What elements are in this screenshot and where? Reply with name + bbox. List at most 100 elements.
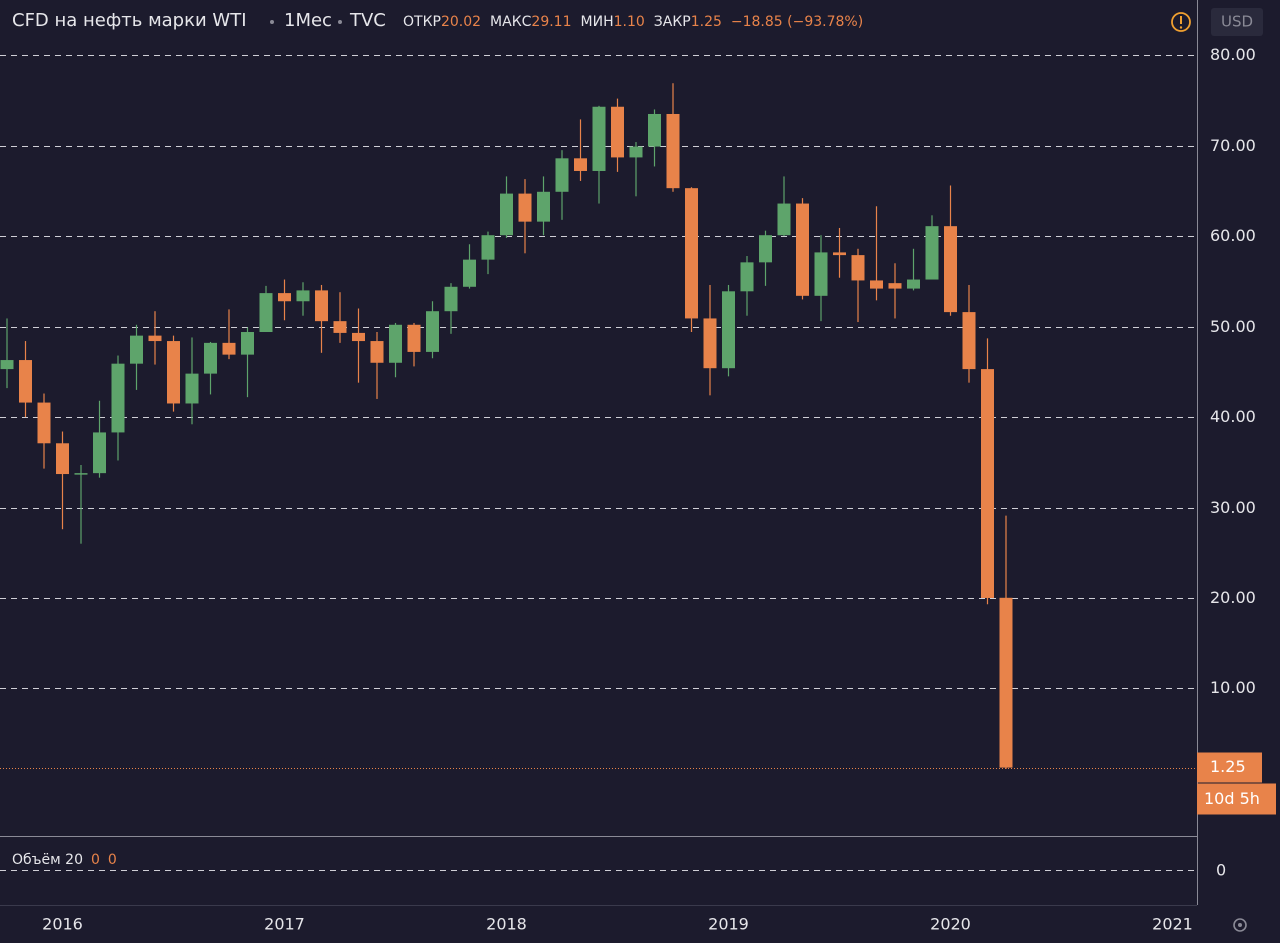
- candle-body: [814, 252, 828, 296]
- source: TVC: [349, 10, 386, 31]
- volume-value: 0: [91, 852, 100, 868]
- candle-body: [629, 146, 643, 158]
- high-label: МАКС: [490, 14, 532, 30]
- candle-body: [315, 290, 328, 322]
- candle-body: [851, 255, 865, 281]
- candle-body: [592, 106, 606, 171]
- candle-body: [796, 203, 809, 296]
- candle-body: [389, 324, 402, 363]
- currency-button[interactable]: [1211, 8, 1263, 36]
- candle-body: [481, 235, 495, 260]
- candle-body: [833, 252, 846, 256]
- x-tick-label: 2018: [486, 915, 527, 934]
- y-tick-label: 70.00: [1210, 136, 1256, 155]
- symbol-title: CFD на нефть марки WTI: [12, 10, 247, 31]
- separator-dot: [338, 20, 342, 24]
- countdown-label: 10d 5h: [1204, 789, 1260, 808]
- candle-body: [685, 188, 698, 319]
- volume-value: 0: [108, 852, 117, 868]
- interval: 1Мес: [284, 10, 332, 31]
- candle-body: [370, 341, 384, 363]
- change-value: −18.85 (−93.78%): [731, 14, 863, 30]
- candle-body: [500, 193, 513, 236]
- last-price-tag: [1197, 752, 1262, 783]
- plot-area: [0, 55, 1197, 769]
- candle-body: [463, 259, 476, 287]
- x-tick-label: 2019: [708, 915, 749, 934]
- candle-body: [740, 262, 754, 292]
- x-tick-label: 2017: [264, 915, 305, 934]
- settings-icon[interactable]: [1233, 918, 1247, 932]
- candle-body: [130, 335, 143, 364]
- candle-body: [574, 158, 587, 171]
- candle-body: [222, 342, 236, 355]
- y-tick-label: 30.00: [1210, 498, 1256, 517]
- volume-tick-label: 0: [1216, 861, 1226, 880]
- candle-body: [537, 191, 550, 222]
- candle-body: [666, 113, 680, 189]
- currency-label: USD: [1221, 13, 1253, 31]
- candle-body: [648, 113, 661, 147]
- close-label: ЗАКР: [654, 14, 691, 30]
- candle-body: [759, 235, 772, 263]
- candle-body: [611, 106, 624, 158]
- candle-body: [925, 226, 939, 280]
- low-value: 1.10: [614, 14, 645, 30]
- candle-body: [703, 318, 717, 369]
- candle-body: [37, 402, 51, 444]
- candle-body: [56, 443, 69, 475]
- last-price-label: 1.25: [1210, 757, 1246, 776]
- candle-body: [74, 473, 88, 475]
- candle-body: [944, 226, 957, 313]
- candle-body: [352, 332, 365, 342]
- candle-body: [888, 283, 902, 289]
- high-value: 29.11: [531, 14, 571, 30]
- candle-body: [426, 311, 439, 352]
- candle-body: [555, 158, 569, 192]
- close-value: 1.25: [691, 14, 722, 30]
- x-tick-label: 2016: [42, 915, 83, 934]
- candle-body: [407, 324, 421, 352]
- candle-body: [93, 432, 106, 474]
- open-value: 20.02: [441, 14, 481, 30]
- countdown-tag: [1197, 783, 1276, 815]
- candle-body: [870, 280, 883, 289]
- y-tick-label: 40.00: [1210, 407, 1256, 426]
- candle-body: [518, 193, 532, 222]
- candle-body: [259, 293, 273, 333]
- y-tick-label: 50.00: [1210, 317, 1256, 336]
- y-tick-label: 10.00: [1210, 678, 1256, 697]
- candle-body: [204, 342, 217, 374]
- candle-body: [296, 290, 310, 302]
- candle-body: [333, 321, 347, 333]
- candle-body: [907, 279, 920, 289]
- ohlc-legend: ОТКР20.02 МАКС29.11 МИН1.10 ЗАКР1.25 −18.85 …: [403, 14, 863, 30]
- candle-body: [999, 597, 1013, 768]
- candle-body: [185, 373, 199, 404]
- x-tick-label: 2020: [930, 915, 971, 934]
- candle-body: [444, 286, 458, 312]
- open-label: ОТКР: [403, 14, 441, 30]
- candle-body: [167, 341, 180, 404]
- volume-label: Объём 20: [12, 852, 83, 868]
- candle-body: [962, 312, 976, 370]
- y-tick-label: 20.00: [1210, 588, 1256, 607]
- y-tick-label: 60.00: [1210, 226, 1256, 245]
- low-label: МИН: [581, 14, 614, 30]
- volume-legend: Объём 20 0 0: [12, 852, 117, 868]
- separator-dot: [270, 20, 274, 24]
- y-tick-label: 80.00: [1210, 45, 1256, 64]
- warning-icon[interactable]: [1171, 12, 1191, 32]
- candle-body: [278, 293, 291, 302]
- candle-body: [981, 369, 994, 598]
- candle-body: [722, 291, 735, 369]
- candle-body: [777, 203, 791, 236]
- candle-body: [0, 360, 14, 370]
- x-tick-label: 2021: [1152, 915, 1193, 934]
- candle-body: [19, 360, 32, 403]
- candle-body: [241, 332, 254, 355]
- candle-body: [111, 363, 125, 433]
- candle-body: [148, 335, 162, 342]
